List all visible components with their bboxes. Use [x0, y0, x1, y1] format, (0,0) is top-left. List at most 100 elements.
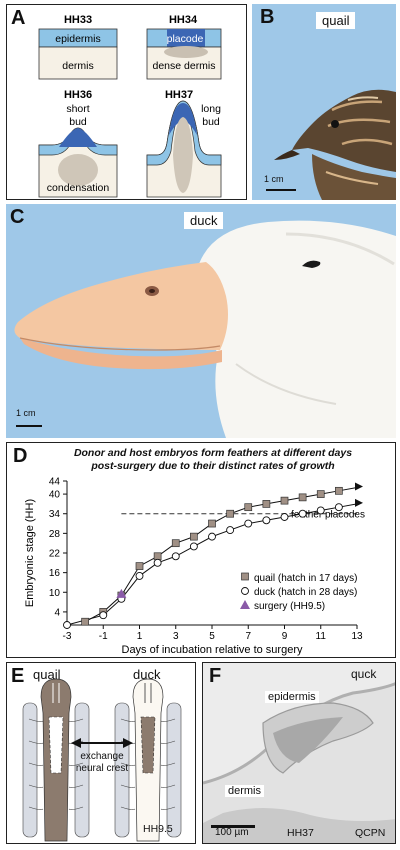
- x-tick-label: 5: [209, 631, 215, 642]
- short-bud-label-2: bud: [69, 116, 87, 128]
- data-point-duck: [63, 621, 71, 629]
- duck-embryo-label: duck: [133, 667, 161, 682]
- data-point-duck: [99, 611, 108, 620]
- x-tick-label: 9: [282, 631, 288, 642]
- y-tick-label: 16: [49, 568, 61, 579]
- data-point-duck: [189, 542, 198, 551]
- feather-development-schematic: HH33 epidermis dermis HH34 placode dense…: [38, 14, 222, 198]
- data-point-quail: [316, 490, 325, 498]
- x-tick-label: 7: [245, 631, 251, 642]
- y-tick-label: 4: [54, 607, 60, 618]
- placode-label: placode: [167, 33, 204, 45]
- stage-label-hh33: HH33: [64, 14, 92, 26]
- quck-chimera-label: quck: [351, 667, 377, 681]
- stage-label-hh36: HH36: [64, 89, 92, 101]
- duck-scale-label: 1 cm: [16, 408, 36, 418]
- legend-marker-surgery: [240, 600, 250, 609]
- x-tick-label: 3: [173, 631, 179, 642]
- series-arrowhead-0: [355, 482, 363, 491]
- y-tick-label: 34: [49, 509, 61, 520]
- y-tick-label: 10: [49, 588, 61, 599]
- legend-label: duck (hatch in 28 days): [254, 587, 357, 598]
- dermis-label: dermis: [62, 60, 94, 72]
- panel-f-label: F: [209, 665, 222, 687]
- short-bud-label-1: short: [66, 103, 89, 115]
- chart-title-line-1: Donor and host embryos form feathers at …: [73, 447, 353, 459]
- data-point-quail: [262, 500, 271, 508]
- panel-d-label: D: [13, 445, 28, 467]
- long-bud-label-2: bud: [202, 116, 220, 128]
- dense-dermis-label: dense dermis: [152, 60, 215, 72]
- panel-c-label: C: [10, 206, 25, 228]
- y-tick-label: 22: [49, 549, 61, 560]
- data-point-duck: [280, 513, 289, 521]
- neural-crest-exchange-schematic: [22, 678, 182, 842]
- quail-photo: [252, 4, 396, 200]
- stain-label-f: QCPN: [355, 827, 386, 839]
- y-tick-label: 28: [49, 529, 61, 540]
- y-tick-label: 40: [49, 490, 61, 501]
- duck-species-label: duck: [184, 212, 224, 229]
- data-point-surgery: [116, 588, 127, 598]
- y-axis-label: Embryonic stage (HH): [24, 499, 36, 607]
- legend-box: [239, 567, 391, 611]
- histology-section: [203, 663, 395, 843]
- x-tick-label: 11: [316, 631, 327, 642]
- series-arrowhead-1: [355, 498, 363, 507]
- data-point-duck: [262, 516, 271, 525]
- data-point-quail: [135, 562, 144, 570]
- exchange-label-1: exchange: [80, 751, 124, 762]
- scale-label-f: 100 µm: [215, 827, 249, 838]
- panel-d: D Donor and host embryos form feathers a…: [6, 442, 396, 658]
- stage-label-f: HH37: [287, 827, 314, 839]
- data-point-quail: [208, 519, 216, 528]
- exchange-label-2: neural crest: [75, 763, 129, 774]
- panel-a-label: A: [11, 7, 26, 29]
- reference-line-label: feather placodes: [291, 510, 365, 521]
- panel-c: C duck 1 cm: [6, 204, 396, 438]
- condensation-label: condensation: [47, 182, 110, 194]
- stage-label-hh34: HH34: [169, 14, 198, 26]
- stage-label-hh37: HH37: [165, 89, 193, 101]
- quail-scale-label: 1 cm: [264, 174, 284, 184]
- panel-b: B quail 1 cm: [252, 4, 396, 200]
- scale-bar-f: [211, 825, 255, 828]
- legend-label: quail (hatch in 17 days): [254, 573, 357, 584]
- legend-marker-duck: [241, 587, 249, 595]
- data-point-duck: [208, 532, 216, 541]
- y-tick-label: 44: [49, 477, 61, 488]
- legend-marker-quail: [241, 572, 249, 581]
- x-tick-label: 13: [351, 631, 363, 642]
- data-point-quail: [81, 617, 89, 626]
- data-point-quail: [171, 539, 180, 548]
- data-point-quail: [335, 486, 343, 495]
- duck-embryo: [114, 678, 182, 842]
- data-point-duck: [153, 558, 162, 567]
- x-tick-label: 1: [137, 631, 143, 642]
- chart-title-line-2: post-surgery due to their distinct rates…: [91, 460, 335, 472]
- quail-embryo-label: quail: [33, 667, 61, 682]
- data-point-quail: [280, 496, 289, 505]
- data-point-duck: [135, 571, 144, 580]
- long-bud-label-1: long: [201, 103, 221, 115]
- panel-f: F quck epidermis dermis 100 µm HH37 QCPN: [202, 662, 396, 844]
- epidermis-label: epidermis: [55, 33, 101, 45]
- data-point-quail: [244, 503, 253, 512]
- x-tick-label: -3: [63, 631, 72, 642]
- data-point-duck: [298, 509, 307, 518]
- surgery-stage-label: HH9.5: [143, 823, 173, 835]
- panel-e: E quail duck exchange neural crest H: [6, 662, 196, 844]
- panel-b-label: B: [260, 6, 275, 28]
- data-point-quail: [226, 509, 234, 518]
- epidermis-label-f: epidermis: [265, 691, 319, 703]
- quail-species-label: quail: [316, 12, 356, 29]
- x-axis-label: Days of incubation relative to surgery: [122, 644, 303, 656]
- data-point-duck: [316, 506, 325, 515]
- dermis-label-f: dermis: [225, 785, 265, 797]
- data-point-quail: [153, 552, 162, 561]
- panel-e-label: E: [11, 665, 25, 687]
- data-point-quail: [190, 532, 198, 541]
- data-point-duck: [171, 552, 180, 561]
- x-tick-label: -1: [99, 631, 108, 642]
